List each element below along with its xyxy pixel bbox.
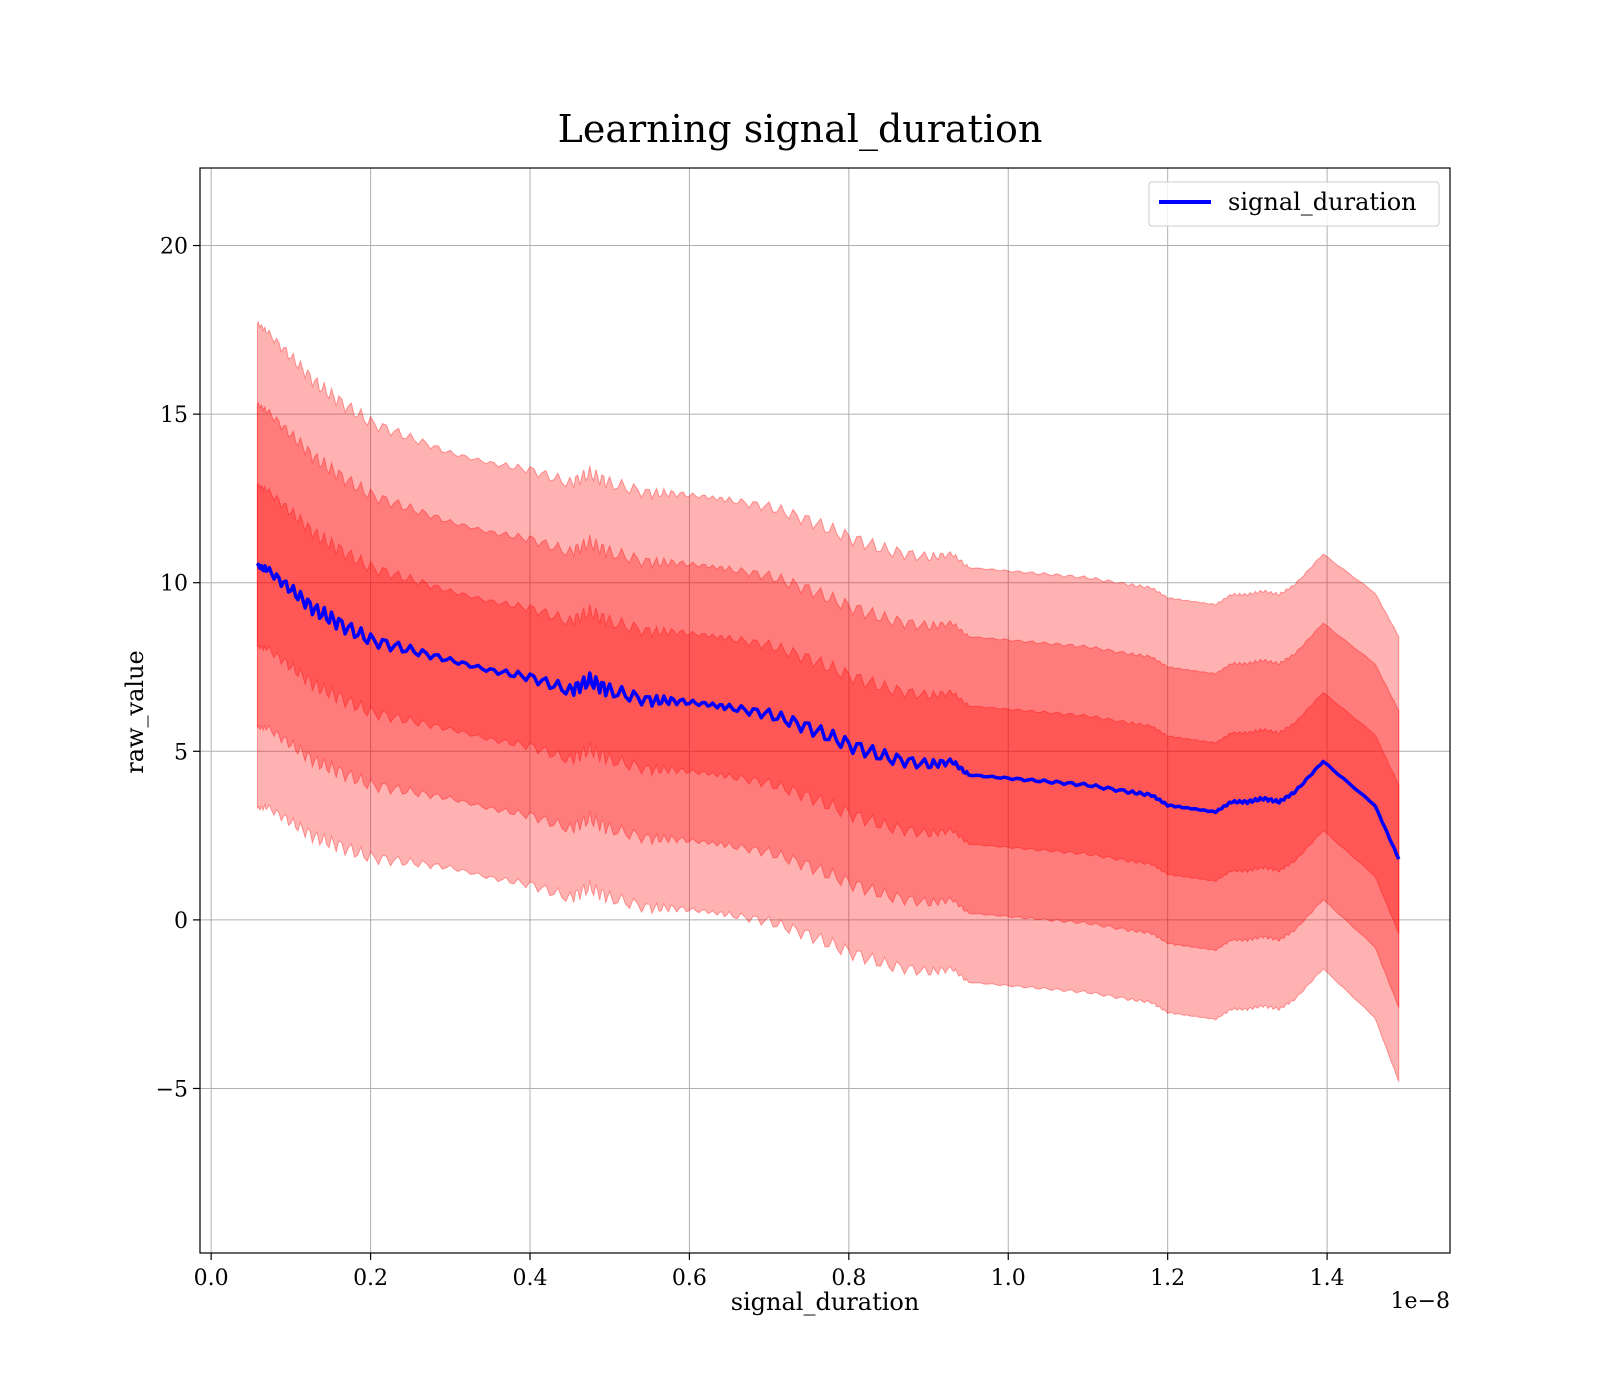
plot-frame [199,167,1451,1254]
y-axis-label: raw_value [121,650,149,774]
chart-title: Learning signal_duration [558,107,1043,152]
series-lines [255,562,1401,860]
legend-box [1148,181,1440,227]
y-tick-label: 20 [160,235,188,260]
x-tick-label: 0.6 [672,1266,707,1291]
x-offset-label: 1e−8 [1391,1289,1450,1314]
x-tick-label: 0.2 [353,1266,388,1291]
x-tick-label: 0.8 [831,1266,866,1291]
x-tick-label: 1.4 [1310,1266,1345,1291]
legend: signal_duration [1148,181,1440,227]
confidence-bands [256,321,1400,1082]
grid [200,168,1450,1253]
x-axis-ticks: 0.0 0.2 0.4 0.6 0.8 1.0 1.2 1.4 [194,1253,1345,1291]
confidence-band-1-sigma [256,482,1400,934]
legend-entry-signal-duration: signal_duration [1228,188,1417,216]
y-tick-label: 5 [174,740,188,765]
x-axis-label: signal_duration [731,1288,920,1316]
y-tick-label: 10 [160,572,188,597]
x-tick-label: 1.2 [1150,1266,1185,1291]
y-tick-label: 0 [174,909,188,934]
x-tick-label: 0.0 [194,1266,229,1291]
y-tick-label: −5 [156,1077,188,1102]
series-line-signal-duration [255,562,1401,860]
confidence-band-3-sigma [256,321,1400,1082]
y-tick-label: 15 [160,403,188,428]
confidence-band-2-sigma [256,401,1400,1008]
x-tick-label: 1.0 [991,1266,1026,1291]
y-axis-ticks: −5 0 5 10 15 20 [156,235,200,1102]
x-tick-label: 0.4 [512,1266,547,1291]
